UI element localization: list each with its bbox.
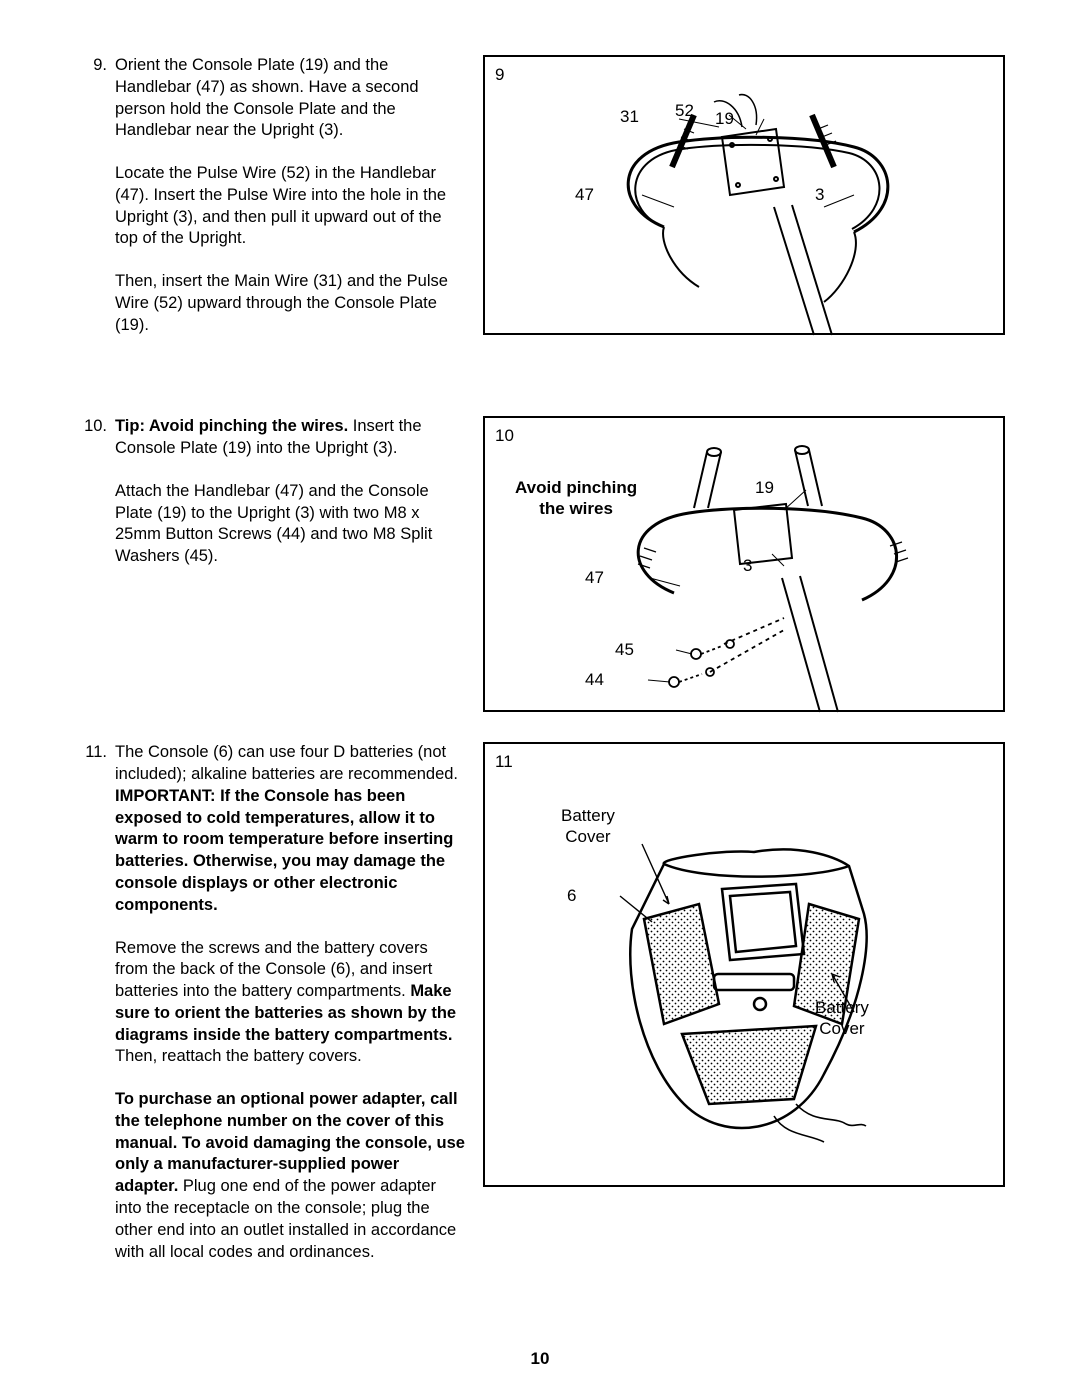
callout-number: 52 [675, 101, 694, 121]
callout-number: 44 [585, 670, 604, 690]
step-9: 9. Orient the Console Plate (19) and the… [80, 55, 465, 336]
step-body: The Console (6) can use four D batteries… [115, 742, 465, 1263]
callout-number: 3 [743, 556, 752, 576]
step-paragraph: Tip: Avoid pinching the wires. Insert th… [115, 416, 465, 460]
battery-cover-label-top: BatteryCover [561, 806, 615, 847]
row-step-9: 9. Orient the Console Plate (19) and the… [80, 55, 1005, 336]
figure-10: 10 [483, 416, 1005, 712]
callout-number: 3 [815, 185, 824, 205]
figure-9: 9 [483, 55, 1005, 335]
callout-number: 31 [620, 107, 639, 127]
callout-number: 6 [567, 886, 576, 906]
step-11: 11. The Console (6) can use four D batte… [80, 742, 465, 1263]
step-paragraph: Attach the Handlebar (47) and the Consol… [115, 481, 465, 568]
callout-number: 19 [755, 478, 774, 498]
figure-number: 11 [495, 752, 513, 772]
callout-number: 47 [585, 568, 604, 588]
figure-annotation: Avoid pinchingthe wires [515, 478, 637, 519]
figure-9-diagram [485, 57, 1003, 337]
step-paragraph: Locate the Pulse Wire (52) in the Handle… [115, 163, 465, 250]
figure-number: 9 [495, 65, 504, 85]
row-gap [80, 336, 1005, 416]
page-number: 10 [0, 1349, 1080, 1369]
step-paragraph: The Console (6) can use four D batteries… [115, 742, 465, 916]
callout-number: 47 [575, 185, 594, 205]
row-step-11: 11. The Console (6) can use four D batte… [80, 742, 1005, 1263]
row-gap [80, 712, 1005, 742]
figure-number: 10 [495, 426, 514, 446]
figure-11: 11 [483, 742, 1005, 1187]
step-body: Tip: Avoid pinching the wires. Insert th… [115, 416, 465, 568]
step-number: 11. [80, 742, 107, 1263]
step-number: 10. [80, 416, 107, 568]
battery-cover-label-right: BatteryCover [815, 998, 869, 1039]
step-paragraph: Then, insert the Main Wire (31) and the … [115, 271, 465, 336]
step-number: 9. [80, 55, 107, 336]
callout-number: 45 [615, 640, 634, 660]
step-paragraph: To purchase an optional power adapter, c… [115, 1089, 465, 1263]
step-paragraph: Remove the screws and the battery covers… [115, 938, 465, 1069]
callout-number: 19 [715, 109, 734, 129]
row-step-10: 10. Tip: Avoid pinching the wires. Inser… [80, 416, 1005, 712]
step-body: Orient the Console Plate (19) and the Ha… [115, 55, 465, 336]
step-paragraph: Orient the Console Plate (19) and the Ha… [115, 55, 465, 142]
manual-page: 9. Orient the Console Plate (19) and the… [0, 0, 1080, 1397]
step-10: 10. Tip: Avoid pinching the wires. Inser… [80, 416, 465, 568]
